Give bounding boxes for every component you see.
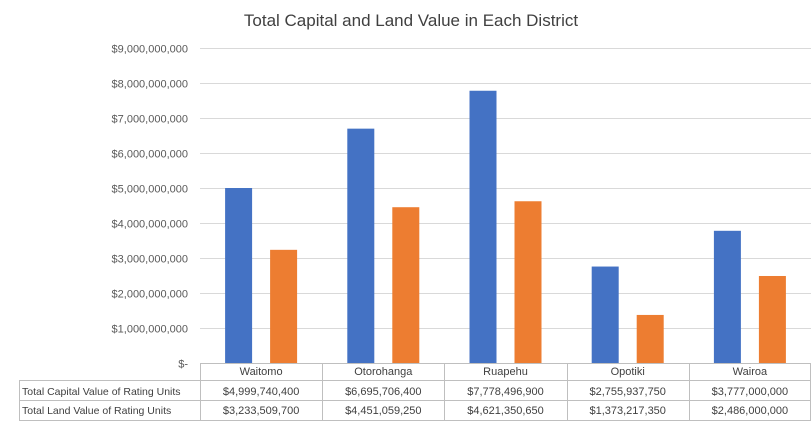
bar-land-ruapehu bbox=[514, 201, 542, 363]
bar-capital-otorohanga bbox=[347, 128, 375, 363]
category-label: Otorohanga bbox=[354, 366, 413, 378]
y-tick-label: $7,000,000,000 bbox=[112, 114, 188, 126]
data-label: $2,486,000,000 bbox=[712, 405, 788, 417]
category-label: Wairoa bbox=[733, 366, 768, 378]
bar-land-wairoa bbox=[758, 275, 786, 363]
bar-capital-wairoa bbox=[713, 230, 741, 363]
series-name: Total Land Value of Rating Units bbox=[22, 405, 171, 417]
data-label: $2,755,937,750 bbox=[589, 386, 665, 398]
gridlines bbox=[200, 48, 811, 329]
y-axis-tick-labels: $- $1,000,000,000 $2,000,000,000 $3,000,000… bbox=[112, 44, 189, 371]
data-table: Waitomo Otorohanga Ruapehu Opotiki Wairoa Tot… bbox=[19, 363, 811, 421]
data-label: $4,451,059,250 bbox=[345, 405, 421, 417]
category-label: Opotiki bbox=[611, 366, 645, 378]
data-label: $3,233,509,700 bbox=[223, 405, 299, 417]
bar-land-otorohanga bbox=[392, 207, 420, 363]
data-label: $6,695,706,400 bbox=[345, 386, 421, 398]
y-tick-label: $2,000,000,000 bbox=[112, 289, 188, 301]
category-label: Ruapehu bbox=[483, 366, 528, 378]
y-tick-label: $9,000,000,000 bbox=[112, 44, 188, 56]
y-tick-label: $1,000,000,000 bbox=[112, 324, 188, 336]
y-tick-label: $8,000,000,000 bbox=[112, 79, 188, 91]
bar-capital-opotiki bbox=[591, 266, 619, 363]
y-tick-label: $4,000,000,000 bbox=[112, 219, 188, 231]
bar-land-opotiki bbox=[636, 314, 664, 363]
category-label: Waitomo bbox=[240, 366, 283, 378]
data-label: $7,778,496,900 bbox=[467, 386, 543, 398]
data-label: $1,373,217,350 bbox=[589, 405, 665, 417]
bar-capital-waitomo bbox=[225, 188, 253, 363]
y-tick-label: $3,000,000,000 bbox=[112, 254, 188, 266]
series-name: Total Capital Value of Rating Units bbox=[22, 386, 181, 398]
y-tick-label: $- bbox=[178, 359, 188, 371]
y-tick-label: $6,000,000,000 bbox=[112, 149, 188, 161]
bars bbox=[225, 90, 786, 363]
y-tick-label: $5,000,000,000 bbox=[112, 184, 188, 196]
bar-land-waitomo bbox=[270, 249, 298, 363]
data-label: $4,999,740,400 bbox=[223, 386, 299, 398]
chart-title: Total Capital and Land Value in Each Dis… bbox=[244, 11, 578, 30]
bar-capital-ruapehu bbox=[469, 90, 497, 363]
data-label: $4,621,350,650 bbox=[467, 405, 543, 417]
data-label: $3,777,000,000 bbox=[712, 386, 788, 398]
